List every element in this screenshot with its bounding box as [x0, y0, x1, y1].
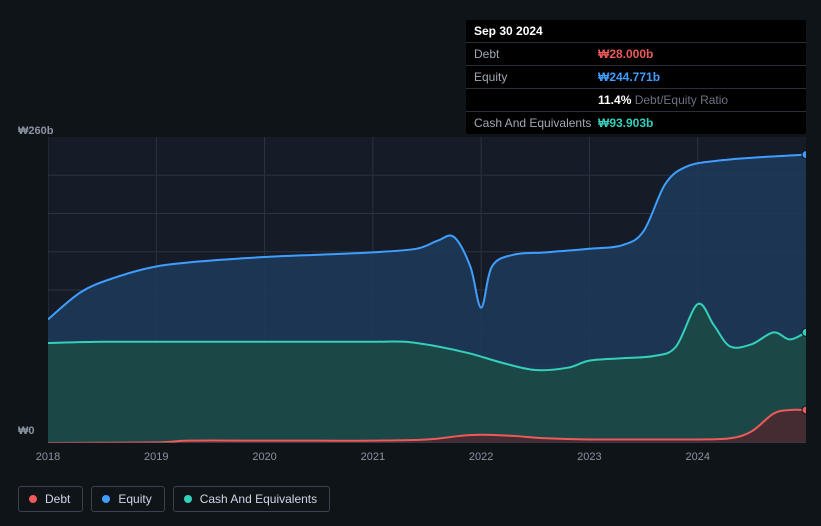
- tooltip-ratio-value: 11.4% Debt/Equity Ratio: [598, 93, 798, 107]
- legend-dot-cash: [184, 495, 192, 503]
- tooltip-equity-row: Equity ₩244.771b: [466, 66, 806, 89]
- legend-dot-equity: [102, 495, 110, 503]
- tooltip-cash-row: Cash And Equivalents ₩93.903b: [466, 112, 806, 134]
- legend-dot-debt: [29, 495, 37, 503]
- tooltip-cash-label: Cash And Equivalents: [474, 116, 598, 130]
- legend-label-debt: Debt: [45, 492, 70, 506]
- y-axis-max-label: ₩260b: [18, 125, 53, 137]
- legend: Debt Equity Cash And Equivalents: [18, 486, 330, 512]
- tooltip-ratio-spacer: [474, 93, 598, 107]
- x-tick-label: 2023: [577, 451, 601, 463]
- summary-tooltip: Sep 30 2024 Debt ₩28.000b Equity ₩244.77…: [466, 20, 806, 134]
- x-tick-label: 2019: [144, 451, 168, 463]
- legend-label-cash: Cash And Equivalents: [200, 492, 317, 506]
- legend-item-equity[interactable]: Equity: [91, 486, 164, 512]
- tooltip-debt-value: ₩28.000b: [598, 47, 798, 61]
- x-tick-label: 2022: [469, 451, 493, 463]
- tooltip-equity-label: Equity: [474, 70, 598, 84]
- tooltip-debt-label: Debt: [474, 47, 598, 61]
- tooltip-date: Sep 30 2024: [474, 24, 543, 38]
- tooltip-ratio-pct: 11.4%: [598, 93, 631, 107]
- tooltip-cash-value: ₩93.903b: [598, 116, 798, 130]
- legend-label-equity: Equity: [118, 492, 151, 506]
- legend-item-cash[interactable]: Cash And Equivalents: [173, 486, 330, 512]
- x-tick-label: 2018: [36, 451, 60, 463]
- legend-item-debt[interactable]: Debt: [18, 486, 83, 512]
- x-tick-label: 2024: [685, 451, 709, 463]
- y-axis-min-label: ₩0: [18, 425, 35, 437]
- tooltip-ratio-label: Debt/Equity Ratio: [635, 93, 728, 107]
- x-tick-label: 2020: [252, 451, 276, 463]
- x-tick-label: 2021: [361, 451, 385, 463]
- tooltip-date-row: Sep 30 2024: [466, 20, 806, 43]
- chart-plot[interactable]: [48, 137, 806, 443]
- chart-area: ₩260b ₩0 2018201920202021202220232024: [18, 125, 808, 445]
- tooltip-equity-value: ₩244.771b: [598, 70, 798, 84]
- tooltip-ratio-row: 11.4% Debt/Equity Ratio: [466, 89, 806, 112]
- tooltip-debt-row: Debt ₩28.000b: [466, 43, 806, 66]
